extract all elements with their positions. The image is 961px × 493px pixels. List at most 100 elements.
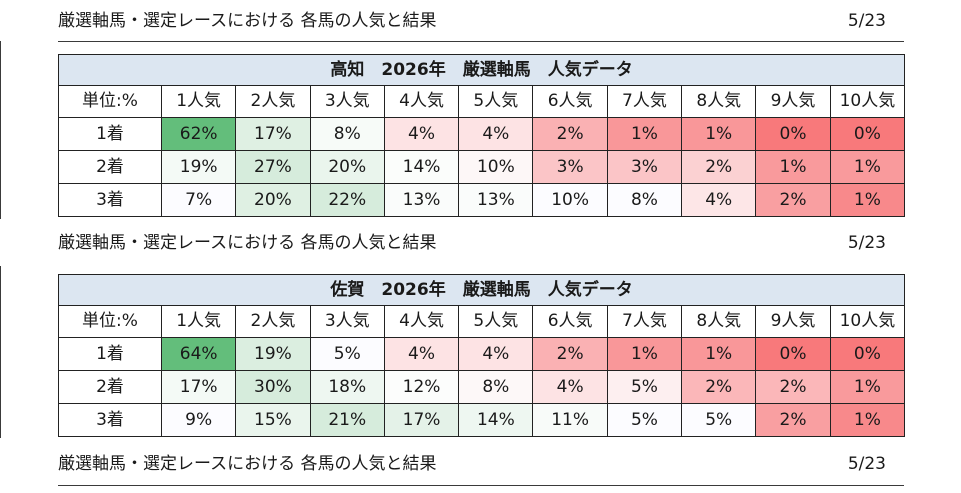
percentage-cell: 1%: [829, 183, 906, 217]
percentage-cell: 2%: [755, 370, 831, 404]
percentage-cell: 1%: [829, 150, 906, 184]
column-header: 7人気: [606, 305, 683, 338]
section-caption: 厳選軸馬・選定レースにおける 各馬の人気と結果 5/23: [58, 8, 886, 34]
percentage-cell: 19%: [160, 150, 237, 184]
divider-line: [58, 41, 904, 42]
column-header: 10人気: [829, 305, 906, 338]
percentage-cell: 0%: [755, 117, 831, 151]
percentage-cell: 4%: [532, 370, 608, 404]
percentage-cell: 1%: [681, 117, 757, 151]
percentage-cell: 8%: [309, 117, 385, 151]
column-header: 6人気: [532, 305, 608, 338]
percentage-cell: 20%: [235, 183, 311, 217]
percentage-cell: 1%: [829, 370, 906, 404]
percentage-cell: 5%: [309, 337, 385, 371]
caption-text: 厳選軸馬・選定レースにおける 各馬の人気と結果: [58, 11, 437, 31]
percentage-cell: 3%: [532, 150, 608, 184]
table-row: 2着 17% 30% 18% 12% 8% 4% 5% 2% 2% 1%: [58, 370, 906, 404]
unit-label: 単位:%: [58, 305, 162, 338]
column-header: 5人気: [458, 305, 534, 338]
percentage-cell: 0%: [755, 337, 831, 371]
percentage-cell: 0%: [829, 117, 906, 151]
column-header: 3人気: [309, 305, 385, 338]
percentage-cell: 2%: [532, 117, 608, 151]
percentage-cell: 11%: [532, 403, 608, 437]
percentage-cell: 1%: [606, 337, 683, 371]
row-label: 2着: [58, 370, 162, 404]
divider-line: [58, 485, 904, 486]
percentage-cell: 13%: [383, 183, 460, 217]
percentage-cell: 1%: [755, 150, 831, 184]
popularity-table-kochi: 高知 2026年 厳選軸馬 人気データ 単位:% 1人気 2人気 3人気 4人気 5人気 6人…: [57, 54, 906, 217]
percentage-cell: 5%: [681, 403, 757, 437]
table-row: 3着 7% 20% 22% 13% 13% 10% 8% 4% 2% 1%: [58, 183, 906, 217]
caption-text: 厳選軸馬・選定レースにおける 各馬の人気と結果: [58, 233, 437, 253]
caption-date: 5/23: [847, 454, 886, 474]
column-header: 5人気: [458, 85, 534, 118]
percentage-cell: 4%: [681, 183, 757, 217]
percentage-cell: 12%: [383, 370, 460, 404]
percentage-cell: 2%: [755, 403, 831, 437]
caption-date: 5/23: [847, 11, 886, 31]
percentage-cell: 1%: [606, 117, 683, 151]
table-title: 高知 2026年 厳選軸馬 人気データ: [57, 54, 906, 86]
row-label: 3着: [58, 403, 162, 437]
percentage-cell: 9%: [160, 403, 237, 437]
percentage-cell: 17%: [160, 370, 237, 404]
percentage-cell: 13%: [458, 183, 534, 217]
percentage-cell: 4%: [383, 337, 460, 371]
column-header: 1人気: [160, 85, 237, 118]
percentage-cell: 4%: [458, 117, 534, 151]
percentage-cell: 62%: [160, 117, 237, 151]
column-header: 2人気: [235, 305, 311, 338]
column-header: 3人気: [309, 85, 385, 118]
percentage-cell: 2%: [681, 370, 757, 404]
column-header: 8人気: [681, 85, 757, 118]
percentage-cell: 5%: [606, 370, 683, 404]
percentage-cell: 17%: [235, 117, 311, 151]
percentage-cell: 17%: [383, 403, 460, 437]
column-header: 10人気: [829, 85, 906, 118]
percentage-cell: 14%: [383, 150, 460, 184]
column-header: 7人気: [606, 85, 683, 118]
percentage-cell: 27%: [235, 150, 311, 184]
section-caption: 厳選軸馬・選定レースにおける 各馬の人気と結果 5/23: [58, 230, 886, 256]
border-left: [0, 266, 1, 438]
unit-label: 単位:%: [58, 85, 162, 118]
percentage-cell: 1%: [829, 403, 906, 437]
percentage-cell: 2%: [681, 150, 757, 184]
column-header: 4人気: [383, 305, 460, 338]
percentage-cell: 14%: [458, 403, 534, 437]
percentage-cell: 15%: [235, 403, 311, 437]
table-row: 2着 19% 27% 20% 14% 10% 3% 3% 2% 1% 1%: [58, 150, 906, 184]
column-header: 8人気: [681, 305, 757, 338]
percentage-cell: 8%: [606, 183, 683, 217]
section-caption: 厳選軸馬・選定レースにおける 各馬の人気と結果 5/23: [58, 451, 886, 477]
percentage-cell: 64%: [160, 337, 237, 371]
table-title: 佐賀 2026年 厳選軸馬 人気データ: [57, 274, 906, 306]
border-left: [0, 41, 1, 219]
column-header: 4人気: [383, 85, 460, 118]
caption-date: 5/23: [847, 233, 886, 253]
percentage-cell: 10%: [532, 183, 608, 217]
percentage-cell: 7%: [160, 183, 237, 217]
percentage-cell: 10%: [458, 150, 534, 184]
column-header: 6人気: [532, 85, 608, 118]
row-label: 3着: [58, 183, 162, 217]
row-label: 1着: [58, 117, 162, 151]
percentage-cell: 3%: [606, 150, 683, 184]
column-header: 1人気: [160, 305, 237, 338]
table-row: 3着 9% 15% 21% 17% 14% 11% 5% 5% 2% 1%: [58, 403, 906, 437]
row-label: 2着: [58, 150, 162, 184]
percentage-cell: 2%: [532, 337, 608, 371]
percentage-cell: 2%: [755, 183, 831, 217]
caption-text: 厳選軸馬・選定レースにおける 各馬の人気と結果: [58, 454, 437, 474]
percentage-cell: 19%: [235, 337, 311, 371]
percentage-cell: 20%: [309, 150, 385, 184]
column-header: 9人気: [755, 85, 831, 118]
row-label: 1着: [58, 337, 162, 371]
percentage-cell: 4%: [458, 337, 534, 371]
percentage-cell: 18%: [309, 370, 385, 404]
column-header: 2人気: [235, 85, 311, 118]
percentage-cell: 0%: [829, 337, 906, 371]
